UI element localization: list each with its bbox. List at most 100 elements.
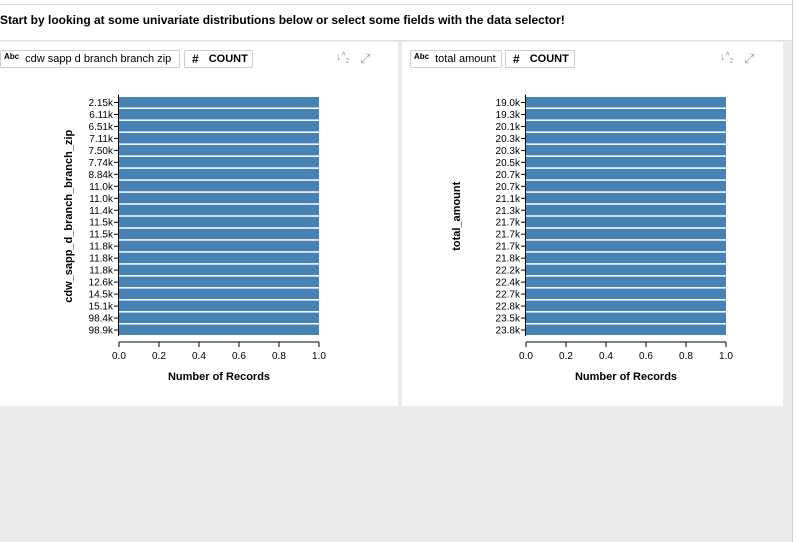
y-tick-label: 11.0k — [89, 182, 114, 193]
bar — [526, 264, 726, 276]
abc-icon: Abc — [414, 51, 430, 61]
x-tick-label: 0.6 — [232, 351, 246, 362]
bar — [119, 228, 319, 240]
y-tick-label: 6.11k — [89, 110, 114, 121]
y-tick-label: 22.8k — [496, 302, 521, 313]
x-tick-label: 0.4 — [192, 351, 206, 362]
y-tick-label: 23.5k — [496, 314, 521, 325]
y-tick-label: 11.4k — [89, 206, 114, 217]
bar — [119, 120, 319, 132]
bar — [119, 240, 319, 252]
bar — [119, 288, 319, 300]
bar-chart: 19.0k19.3k20.1k20.3k20.3k20.5k20.7k20.7k… — [451, 94, 733, 383]
x-tick-label: 1.0 — [312, 351, 326, 362]
y-tick-label: 20.3k — [496, 134, 521, 145]
y-tick-label: 20.3k — [496, 146, 521, 157]
y-tick-label: 14.5k — [89, 290, 114, 301]
x-tick-label: 0.0 — [112, 351, 126, 362]
expand-icon[interactable]: ⤢ — [360, 51, 371, 66]
measure-pill[interactable]: # COUNT — [505, 50, 575, 68]
x-tick-label: 0.4 — [599, 351, 613, 362]
bar — [119, 168, 319, 180]
y-axis-title: total_amount — [451, 181, 463, 250]
y-tick-label: 11.0k — [89, 194, 114, 205]
bar — [526, 120, 726, 132]
bar — [119, 324, 319, 335]
bar — [526, 288, 726, 300]
y-axis-title: cdw_sapp_d_branch_branch_zip — [63, 129, 75, 302]
bar — [526, 252, 726, 264]
bar — [526, 324, 726, 335]
y-tick-label: 21.8k — [496, 254, 521, 265]
y-tick-label: 11.8k — [89, 254, 114, 265]
measure-label: COUNT — [529, 53, 569, 65]
y-tick-label: 23.8k — [496, 326, 521, 337]
y-tick-label: 7.11k — [89, 134, 114, 145]
abc-icon: Abc — [4, 51, 20, 61]
bar — [526, 144, 726, 156]
measure-label: COUNT — [208, 53, 248, 65]
bar-chart: 2.15k6.11k6.51k7.11k7.50k7.74k8.84k11.0k… — [63, 94, 326, 383]
divider — [0, 4, 792, 5]
bar — [119, 312, 319, 324]
bar — [526, 132, 726, 144]
y-tick-label: 21.1k — [496, 194, 521, 205]
y-tick-label: 22.2k — [496, 266, 521, 277]
y-tick-label: 2.15k — [89, 98, 114, 109]
sort-icon[interactable]: ↓AZ — [720, 51, 734, 66]
y-tick-label: 20.1k — [496, 122, 521, 133]
dimension-pill[interactable]: Abc total amount — [410, 50, 502, 68]
bar — [526, 108, 726, 120]
y-tick-label: 11.8k — [89, 266, 114, 277]
instruction-text: Start by looking at some univariate dist… — [0, 13, 565, 27]
scrollbar[interactable] — [792, 0, 798, 542]
bar — [119, 132, 319, 144]
bar — [526, 276, 726, 288]
measure-pill[interactable]: # COUNT — [184, 50, 253, 68]
y-tick-label: 7.50k — [89, 146, 114, 157]
y-tick-label: 8.84k — [89, 170, 114, 181]
bar — [526, 216, 726, 228]
y-tick-label: 19.0k — [496, 98, 521, 109]
y-tick-label: 12.6k — [89, 278, 114, 289]
field-label: total amount — [435, 53, 496, 65]
y-tick-label: 20.7k — [496, 182, 521, 193]
hash-icon: # — [513, 52, 520, 66]
field-label: cdw sapp d branch branch zip — [25, 53, 172, 65]
y-tick-label: 21.7k — [496, 242, 521, 253]
y-tick-label: 20.7k — [496, 170, 521, 181]
chart-panel-total-amount: Abc total amount # COUNT ↓AZ ⤢ 19.0k 19.3… — [402, 42, 783, 406]
bar — [526, 192, 726, 204]
y-tick-label: 11.5k — [89, 230, 114, 241]
bar — [119, 108, 319, 120]
bar — [526, 228, 726, 240]
y-tick-label: 98.9k — [89, 326, 114, 337]
bar — [119, 156, 319, 168]
chart-panel-branch-zip: Abc cdw sapp d branch branch zip # COUNT… — [0, 42, 398, 406]
bar — [526, 300, 726, 312]
bar — [526, 312, 726, 324]
expand-icon[interactable]: ⤢ — [744, 51, 755, 66]
bar — [526, 204, 726, 216]
bar — [119, 300, 319, 312]
x-tick-label: 0.8 — [679, 351, 693, 362]
y-tick-label: 7.74k — [89, 158, 114, 169]
x-tick-label: 1.0 — [719, 351, 733, 362]
bar — [119, 216, 319, 228]
instruction-bar: Start by looking at some univariate dist… — [0, 0, 792, 41]
dimension-pill[interactable]: Abc cdw sapp d branch branch zip — [0, 50, 180, 68]
x-axis-title: Number of Records — [575, 371, 677, 383]
sort-icon[interactable]: ↓AZ — [336, 51, 350, 66]
bar — [119, 180, 319, 192]
y-tick-label: 22.4k — [496, 278, 521, 289]
x-axis-title: Number of Records — [168, 371, 270, 383]
y-tick-label: 11.8k — [89, 242, 114, 253]
x-tick-label: 0.6 — [639, 351, 653, 362]
x-tick-label: 0.2 — [152, 351, 166, 362]
x-tick-label: 0.2 — [559, 351, 573, 362]
bar — [526, 180, 726, 192]
y-tick-label: 20.5k — [496, 158, 521, 169]
bar — [119, 264, 319, 276]
x-tick-label: 0.0 — [519, 351, 533, 362]
y-tick-label: 21.3k — [496, 206, 521, 217]
